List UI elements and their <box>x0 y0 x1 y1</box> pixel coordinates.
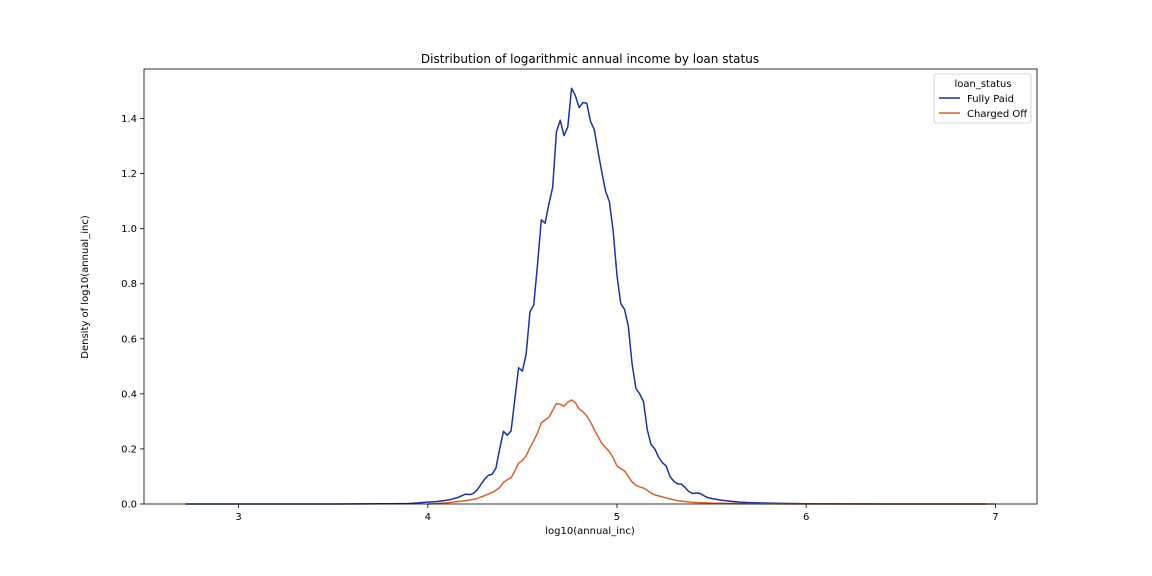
legend: loan_status Fully Paid Charged Off <box>933 73 1032 124</box>
y-tick-label: 1.4 <box>121 114 137 125</box>
series-line-fully-paid <box>185 87 986 505</box>
x-tick-label: 5 <box>614 512 620 523</box>
y-tick-label: 1.2 <box>121 169 137 180</box>
y-tick-label: 0.8 <box>121 279 137 290</box>
legend-box <box>933 73 1032 124</box>
y-tick-label: 0.4 <box>121 389 137 400</box>
x-axis-ticks: 3 4 5 6 7 <box>235 504 999 523</box>
y-tick-label: 1.0 <box>121 224 137 235</box>
x-tick-label: 3 <box>235 512 241 523</box>
y-tick-label: 0.2 <box>121 444 137 455</box>
x-tick-label: 7 <box>992 512 998 523</box>
chart-title: Distribution of logarithmic annual incom… <box>421 52 759 66</box>
legend-title: loan_status <box>954 79 1011 90</box>
series-layer <box>185 87 996 505</box>
series-line-charged-off <box>427 399 996 505</box>
legend-label-fully-paid: Fully Paid <box>967 94 1014 105</box>
x-axis-label: log10(annual_inc) <box>545 526 635 537</box>
y-tick-label: 0.6 <box>121 334 137 345</box>
y-axis-ticks: 0.0 0.2 0.4 0.6 0.8 1.0 1.2 1.4 <box>121 114 144 511</box>
x-tick-label: 4 <box>425 512 431 523</box>
legend-label-charged-off: Charged Off <box>967 109 1028 120</box>
y-axis-label: Density of log10(annual_inc) <box>80 215 91 359</box>
x-tick-label: 6 <box>803 512 809 523</box>
y-tick-label: 0.0 <box>121 500 137 511</box>
plot-frame <box>143 68 1038 505</box>
